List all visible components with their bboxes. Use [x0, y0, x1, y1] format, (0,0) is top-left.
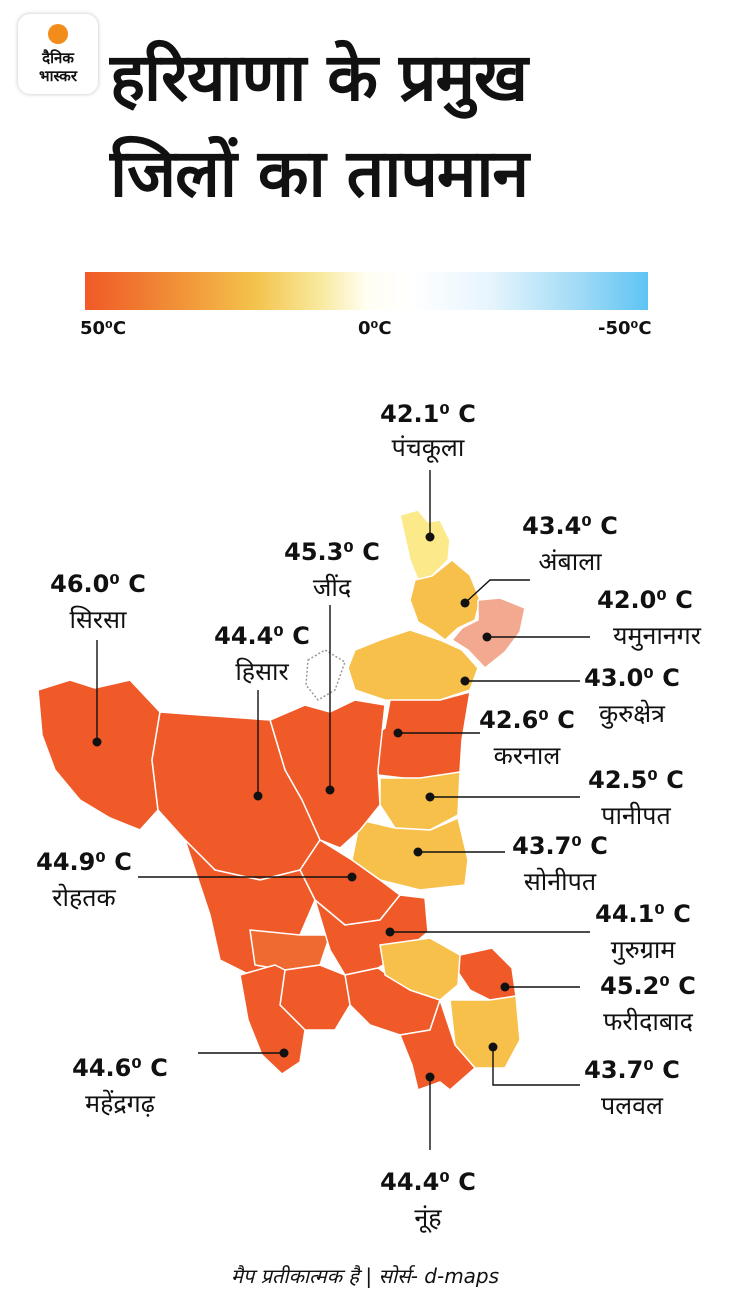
location-dot-panipat	[425, 792, 435, 802]
location-dot-karnal	[393, 728, 403, 738]
location-dot-kurukshetra	[460, 676, 470, 686]
location-dot-gurugram	[385, 927, 395, 937]
location-dot-panchkula	[425, 532, 435, 542]
page-title: हरियाणा के प्रमुख जिलों का तापमान	[110, 30, 720, 222]
district-name-mahendragarh: महेंद्रगढ़	[85, 1089, 155, 1118]
district-name-rohtak: रोहतक	[52, 883, 116, 912]
district-region-faridabad	[457, 947, 517, 1001]
district-name-panchkula: पंचकूला	[391, 433, 465, 462]
location-dot-nuh	[425, 1072, 435, 1082]
location-dot-mahendragarh	[279, 1048, 289, 1058]
temp-value-panchkula: 42.1⁰ C	[380, 400, 476, 428]
temp-value-sonipat: 43.7⁰ C	[512, 832, 608, 860]
logo-line2: भास्कर	[39, 67, 77, 85]
logo-line1: दैनिक	[42, 49, 74, 67]
dainik-bhaskar-logo: दैनिक भास्कर	[18, 14, 98, 94]
district-name-ambala: अंबाला	[538, 547, 602, 576]
location-dot-rohtak	[347, 872, 357, 882]
leader-line-palwal	[492, 1047, 580, 1086]
leader-line-ambala	[464, 579, 530, 604]
district-region-dadri	[249, 929, 331, 971]
scale-label-cold: -50⁰C	[598, 318, 652, 339]
district-region-panchkula	[399, 509, 451, 581]
temp-value-hisar: 44.4⁰ C	[214, 622, 310, 650]
temp-value-gurugram: 44.1⁰ C	[595, 900, 691, 928]
district-name-yamunanagar: यमुनानगर	[613, 621, 701, 650]
district-name-sirsa: सिरसा	[69, 605, 127, 634]
title-line2: जिलों का तापमान	[110, 135, 529, 212]
district-region-unshaded	[305, 649, 346, 701]
district-name-nuh: नूंह	[414, 1203, 442, 1232]
temp-value-palwal: 43.7⁰ C	[584, 1056, 680, 1084]
location-dot-yamunanagar	[482, 632, 492, 642]
temp-value-jind: 45.3⁰ C	[284, 538, 380, 566]
location-dot-ambala	[460, 598, 470, 608]
temp-value-sirsa: 46.0⁰ C	[50, 570, 146, 598]
title-line1: हरियाणा के प्रमुख	[110, 39, 528, 116]
temp-value-kurukshetra: 43.0⁰ C	[584, 664, 680, 692]
district-region-sirsa	[37, 679, 161, 831]
temp-value-mahendragarh: 44.6⁰ C	[72, 1054, 168, 1082]
district-name-kurukshetra: कुरुक्षेत्र	[599, 699, 665, 728]
district-name-gurugram: गुरुग्राम	[610, 935, 676, 964]
district-region-kurukshetra	[347, 629, 479, 703]
temp-value-rohtak: 44.9⁰ C	[36, 848, 132, 876]
district-region-mahendragarh	[239, 964, 306, 1075]
district-name-palwal: पलवल	[600, 1091, 663, 1120]
district-region-panipat	[379, 771, 461, 831]
temp-value-karnal: 42.6⁰ C	[479, 706, 575, 734]
district-region-sonipat2	[379, 937, 461, 1001]
scale-label-zero: 0⁰C	[358, 318, 392, 339]
scale-label-hot: 50⁰C	[80, 318, 127, 339]
district-name-faridabad: फरीदाबाद	[603, 1007, 693, 1036]
location-dot-sirsa	[92, 737, 102, 747]
location-dot-faridabad	[500, 982, 510, 992]
location-dot-hisar	[253, 791, 263, 801]
district-name-sonipat: सोनीपत	[523, 867, 597, 896]
sun-icon	[48, 24, 68, 44]
district-name-hisar: हिसार	[235, 657, 289, 686]
temp-value-ambala: 43.4⁰ C	[522, 512, 618, 540]
source-footer: मैप प्रतीकात्मक है | सोर्स- d-maps	[230, 1264, 500, 1288]
location-dot-sonipat	[413, 847, 423, 857]
temp-value-panipat: 42.5⁰ C	[588, 766, 684, 794]
district-name-jind: जींद	[312, 573, 352, 602]
location-dot-jind	[325, 785, 335, 795]
district-name-panipat: पानीपत	[601, 801, 671, 830]
temp-value-faridabad: 45.2⁰ C	[600, 972, 696, 1000]
district-name-karnal: करनाल	[493, 741, 561, 770]
temperature-scale-bar	[85, 272, 648, 310]
location-dot-palwal	[488, 1042, 498, 1052]
district-region-nuh	[399, 999, 476, 1091]
district-region-ambala	[409, 559, 481, 641]
temp-value-yamunanagar: 42.0⁰ C	[597, 586, 693, 614]
temp-value-nuh: 44.4⁰ C	[380, 1168, 476, 1196]
